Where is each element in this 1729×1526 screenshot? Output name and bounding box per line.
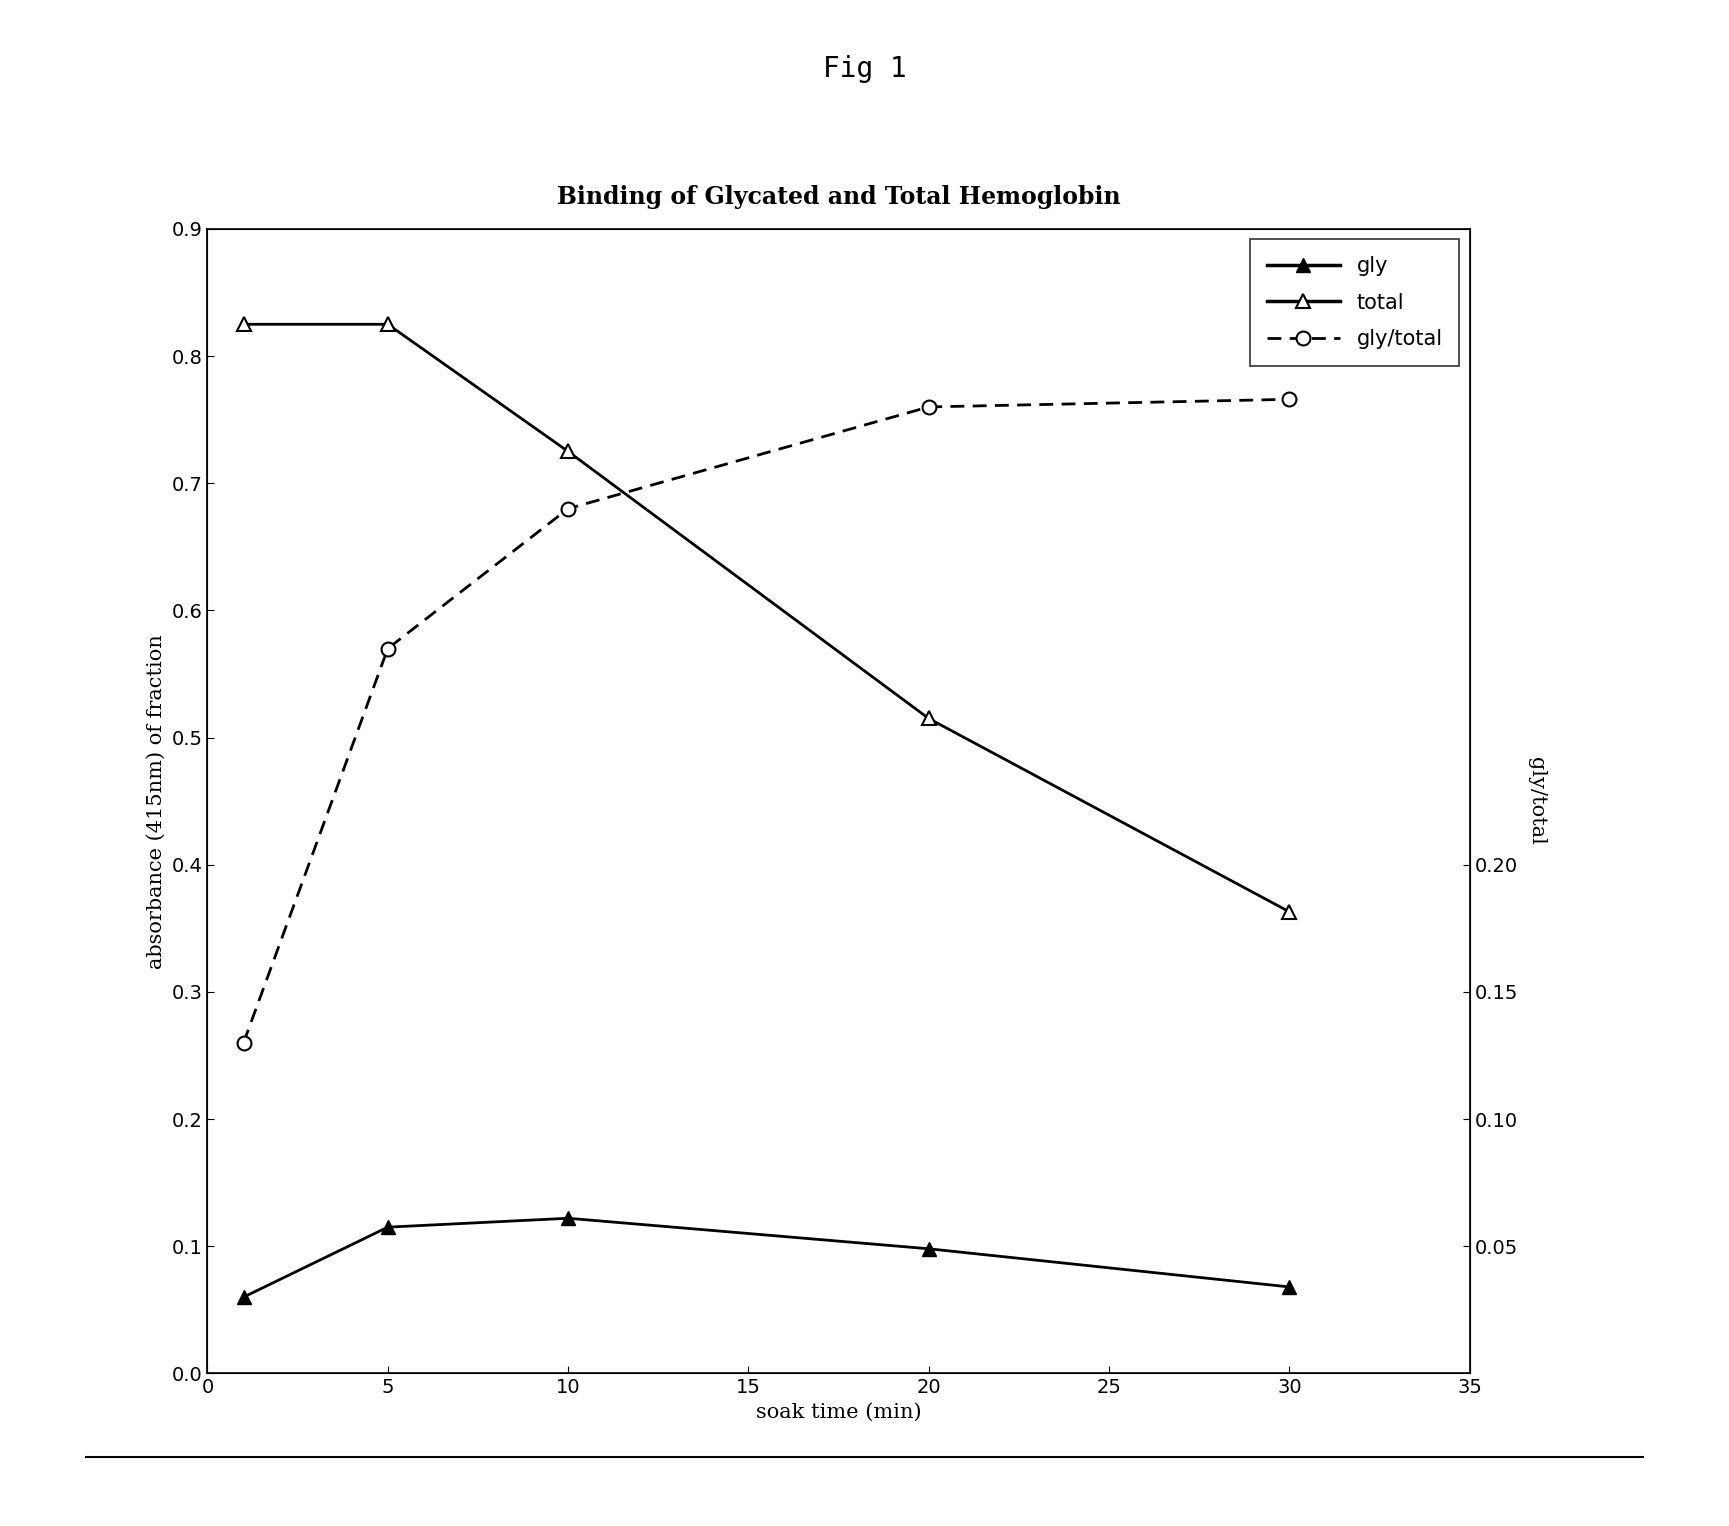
- gly: [233, 1288, 254, 1306]
- gly/total: [918, 398, 939, 417]
- gly: [1279, 1277, 1300, 1296]
- gly/total: [377, 639, 398, 658]
- total: [558, 443, 579, 461]
- gly/total: [233, 1033, 254, 1051]
- Text: Fig 1: Fig 1: [823, 55, 906, 82]
- gly/total: [558, 499, 579, 517]
- Line: gly/total: gly/total: [237, 392, 1297, 1050]
- total: [1279, 902, 1300, 920]
- Title: Binding of Glycated and Total Hemoglobin: Binding of Glycated and Total Hemoglobin: [557, 185, 1120, 209]
- X-axis label: soak time (min): soak time (min): [756, 1402, 922, 1422]
- gly/total: [1279, 391, 1300, 409]
- gly: [558, 1209, 579, 1227]
- Y-axis label: gly/total: gly/total: [1527, 757, 1546, 845]
- total: [377, 316, 398, 334]
- Line: gly: gly: [237, 1212, 1297, 1305]
- gly: [918, 1239, 939, 1257]
- Y-axis label: absorbance (415nm) of fraction: absorbance (415nm) of fraction: [147, 633, 166, 969]
- total: [918, 710, 939, 728]
- gly: [377, 1218, 398, 1236]
- Line: total: total: [237, 317, 1297, 919]
- total: [233, 316, 254, 334]
- Legend: gly, total, gly/total: gly, total, gly/total: [1250, 240, 1459, 366]
